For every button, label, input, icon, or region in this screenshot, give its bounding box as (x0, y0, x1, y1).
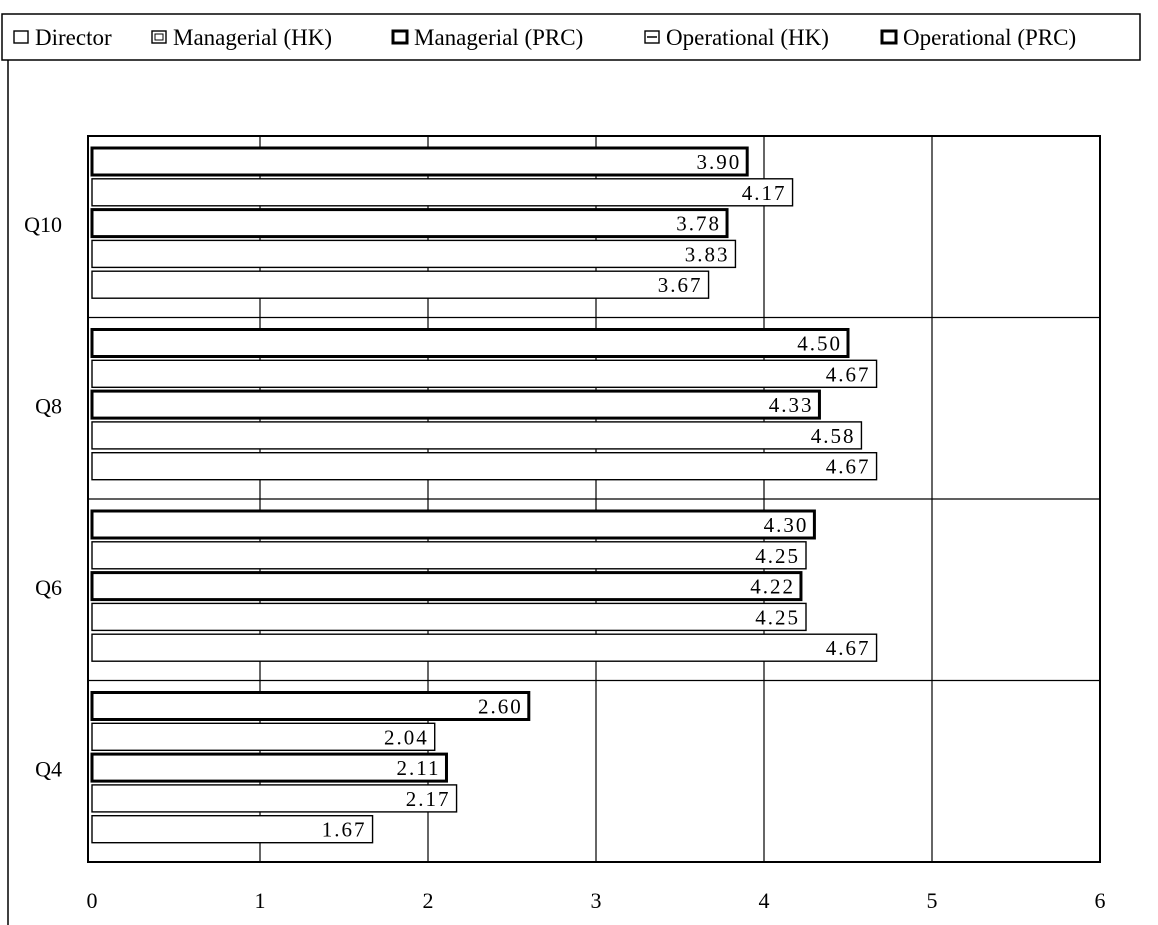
bar (90, 389, 821, 420)
legend-item: Managerial (PRC) (391, 25, 583, 50)
plot-frame (87, 135, 1101, 863)
y-category-label: Q8 (35, 394, 62, 419)
data-label: 4.25 (755, 605, 800, 629)
chart-axes: 0 1 2 3 4 5 6 Q10 Q8 Q6 Q4 (7, 60, 1106, 925)
bar (91, 541, 807, 570)
bar (91, 784, 458, 813)
data-label: 4.67 (826, 362, 871, 386)
data-label: 2.11 (396, 756, 440, 780)
legend-swatch (880, 29, 898, 45)
bar (90, 509, 816, 540)
legend-item: Managerial (HK) (151, 25, 332, 50)
data-label: 4.17 (742, 181, 787, 205)
x-tick-label: 1 (255, 888, 266, 913)
legend-item: Operational (HK) (644, 25, 829, 50)
bar (91, 602, 807, 632)
data-label: 4.22 (750, 575, 795, 599)
legend-label: Managerial (HK) (173, 25, 332, 50)
bar (90, 752, 448, 783)
data-label: 4.67 (826, 455, 871, 479)
data-label: 4.50 (797, 332, 842, 356)
bar (91, 633, 878, 662)
bar (91, 239, 737, 269)
chart-bars (90, 146, 878, 844)
data-label: 3.67 (658, 273, 703, 297)
legend-label: Director (35, 25, 112, 50)
data-label: 4.33 (769, 393, 814, 417)
legend-label: Operational (PRC) (903, 25, 1076, 50)
legend-swatch (13, 30, 29, 44)
bar (91, 421, 863, 450)
data-label: 2.04 (384, 725, 429, 749)
data-label: 3.90 (696, 150, 741, 174)
data-label: 4.25 (755, 544, 800, 568)
bar (90, 208, 729, 239)
x-tick-label: 4 (759, 888, 770, 913)
x-tick-label: 0 (87, 888, 98, 913)
legend-box (1, 13, 1141, 61)
bar (91, 722, 436, 751)
data-label: 2.17 (406, 787, 451, 811)
y-category-label: Q6 (35, 575, 62, 600)
legend-swatch (391, 29, 409, 45)
bar (91, 452, 878, 481)
bar (90, 571, 803, 602)
chart-data-labels: 3.904.17 3.78 3.83 3.67 4.50 4.67 4.33 4.58 4.67… (322, 150, 871, 842)
legend-swatch (151, 30, 167, 44)
bar (91, 178, 794, 207)
bar (90, 146, 749, 177)
x-tick-label: 5 (927, 888, 938, 913)
legend-swatch-pattern (154, 33, 164, 41)
legend-label: Operational (HK) (666, 25, 829, 50)
data-label: 4.58 (811, 424, 856, 448)
y-category-label: Q10 (24, 212, 62, 237)
bar (90, 328, 850, 358)
data-label: 3.78 (676, 212, 721, 236)
y-category-label: Q4 (35, 757, 62, 782)
x-tick-label: 6 (1095, 888, 1106, 913)
legend-item: Director (13, 25, 112, 50)
data-label: 4.67 (826, 636, 871, 660)
data-label: 1.67 (322, 818, 367, 842)
legend-label: Managerial (PRC) (414, 25, 583, 50)
data-label: 2.60 (478, 695, 523, 719)
bar (91, 815, 374, 844)
x-tick-label: 3 (591, 888, 602, 913)
x-tick-label: 2 (423, 888, 434, 913)
bar (90, 691, 531, 721)
data-label: 3.83 (685, 242, 730, 266)
chart-legend: Director Managerial (HK) Managerial (PRC) O… (1, 13, 1141, 61)
bar (91, 270, 710, 299)
bar (91, 359, 878, 388)
legend-item: Operational (PRC) (880, 25, 1076, 50)
data-label: 4.30 (764, 513, 809, 537)
